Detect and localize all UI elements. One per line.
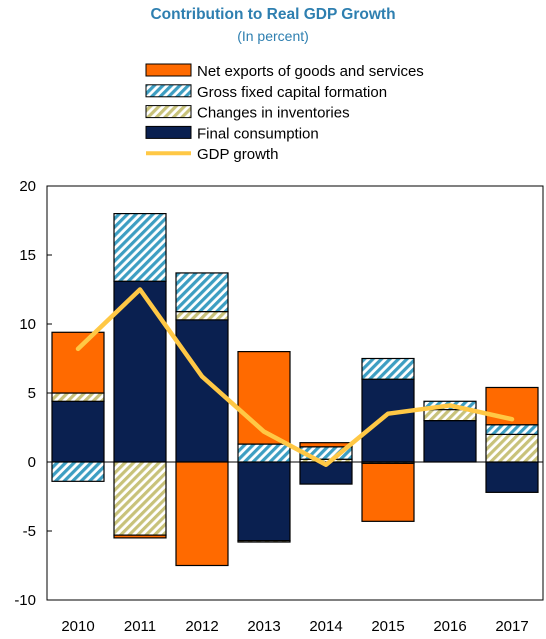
x-tick-label: 2010 [61,618,94,635]
y-tick-label: -10 [14,592,36,609]
bar-net-exports-of-goods-and-services-2014 [299,442,353,448]
chart-title: Contribution to Real GDP Growth [150,6,396,23]
bar-final-consumption-2010 [51,400,105,463]
x-tick-label: 2012 [185,618,218,635]
x-tick-label: 2014 [309,618,342,635]
legend-swatch-final-consumption [145,125,192,139]
legend-label-gross-fixed-capital-formation: Gross fixed capital formation [197,84,387,101]
bar-gross-fixed-capital-formation-2010 [51,461,105,482]
bar-final-consumption-2016 [423,420,477,463]
bar-final-consumption-2015 [361,378,415,463]
gdp-growth-line [75,287,515,468]
gdp-growth-line-group [75,287,515,468]
bar-gross-fixed-capital-formation-2011 [113,213,167,282]
bar-net-exports-of-goods-and-services-2010 [51,331,105,394]
bars [51,213,539,567]
bar-net-exports-of-goods-and-services-2015 [361,462,415,522]
y-tick-label: 10 [19,316,36,333]
bar-final-consumption-2013 [237,461,291,542]
y-tick-label: -5 [23,523,36,540]
legend-swatch-net-exports-of-goods-and-services [145,63,192,77]
bar-changes-in-inventories-2011 [113,461,167,536]
y-tick-label: 15 [19,247,36,264]
bar-changes-in-inventories-2012 [175,310,229,321]
bar-final-consumption-2017 [485,461,539,493]
x-tick-label: 2016 [433,618,466,635]
x-tick-label: 2013 [247,618,280,635]
legend-label-gdp-growth: GDP growth [197,146,278,163]
bar-gross-fixed-capital-formation-2013 [237,443,291,463]
x-tick-label: 2011 [124,618,156,635]
chart-subtitle: (In percent) [237,28,309,44]
x-tick-label: 2015 [371,618,404,635]
bar-gross-fixed-capital-formation-2012 [175,272,229,313]
bar-changes-in-inventories-2010 [51,392,105,402]
y-tick-label: 20 [19,178,36,195]
legend-label-changes-in-inventories: Changes in inventories [197,105,350,122]
legend-label-net-exports-of-goods-and-services: Net exports of goods and services [197,63,424,80]
bar-gross-fixed-capital-formation-2017 [485,424,539,435]
bar-changes-in-inventories-2013 [237,540,291,543]
bar-net-exports-of-goods-and-services-2011 [113,534,167,539]
y-tick-label: 5 [28,385,36,402]
axes: -10 -5 0 5 10 15 20 2010 2011 2012 2013 2014 2015 201… [14,178,544,635]
legend: Net exports of goods and services Gross f… [145,63,424,163]
y-tick-label: 0 [28,454,36,471]
x-tick-label: 2017 [495,618,528,635]
legend-swatch-changes-in-inventories [145,105,192,119]
legend-swatch-gross-fixed-capital-formation [145,84,192,98]
legend-label-final-consumption: Final consumption [197,125,319,142]
bar-gross-fixed-capital-formation-2015 [361,357,415,380]
bar-changes-in-inventories-2017 [485,433,539,463]
bar-net-exports-of-goods-and-services-2017 [485,386,539,426]
bar-net-exports-of-goods-and-services-2012 [175,461,229,567]
